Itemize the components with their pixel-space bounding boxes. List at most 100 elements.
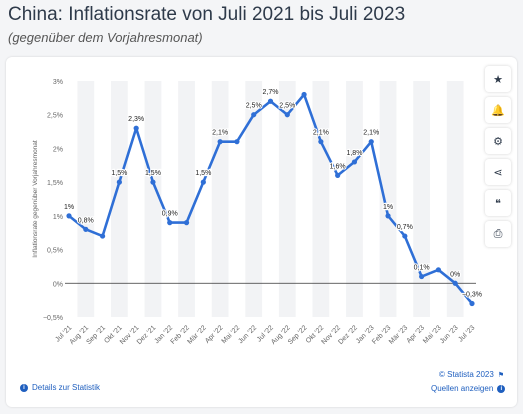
data-label: 0% xyxy=(450,271,460,278)
star-button[interactable]: ★ xyxy=(485,66,511,92)
series-line xyxy=(67,93,474,305)
data-point xyxy=(385,213,391,219)
star-icon: ★ xyxy=(493,73,503,86)
category-band xyxy=(379,81,397,317)
data-point xyxy=(351,159,358,165)
x-tick-label: Mär '22 xyxy=(186,324,207,345)
quote-icon: ❝ xyxy=(495,197,501,210)
category-band xyxy=(346,81,363,317)
category-band xyxy=(278,81,296,317)
data-point xyxy=(301,91,307,98)
y-tick-label: 1% xyxy=(53,214,63,221)
category-band xyxy=(144,81,162,317)
data-point xyxy=(284,112,290,118)
data-point xyxy=(419,273,425,280)
sources-link[interactable]: Quellen anzeigen i xyxy=(431,384,506,393)
share-icon: ⋖ xyxy=(493,166,503,179)
data-label: −0,3% xyxy=(462,292,482,299)
copyright-link[interactable]: © Statista 2023 ⚑ xyxy=(439,370,504,379)
x-tick-label: Jun '22 xyxy=(237,324,258,345)
data-label: 2,7% xyxy=(263,89,279,96)
data-label: 1,6% xyxy=(330,163,346,170)
x-tick-label: Sep '21 xyxy=(85,324,107,346)
sources-label: Quellen anzeigen xyxy=(431,384,494,393)
category-band xyxy=(312,81,330,317)
copyright-label: © Statista 2023 xyxy=(439,370,494,379)
category-band xyxy=(245,81,263,317)
chart-title: China: Inflationsrate von Juli 2021 bis … xyxy=(8,4,406,25)
data-label: 1,5% xyxy=(111,170,127,177)
y-tick-label: 2% xyxy=(53,146,63,153)
data-label: 2,1% xyxy=(363,130,379,137)
quote-button[interactable]: ❝ xyxy=(485,190,511,216)
data-label: 1% xyxy=(64,204,74,211)
gear-button[interactable]: ⚙ xyxy=(485,128,511,154)
data-point xyxy=(469,300,475,307)
y-tick-label: 0% xyxy=(53,281,63,288)
y-tick-label: 1,5% xyxy=(47,180,63,187)
data-point xyxy=(116,179,122,185)
data-point xyxy=(200,179,206,185)
print-icon: ⎙ xyxy=(493,227,503,240)
data-label: 2,1% xyxy=(313,130,329,137)
data-label: 2,5% xyxy=(246,103,262,110)
chart-toolbar: ★ 🔔 ⚙ ⋖ ❝ ⎙ xyxy=(485,66,511,252)
category-band xyxy=(178,81,195,317)
data-point xyxy=(133,125,139,131)
y-axis-label: Inflationsrate gegenüber Vorjahresmonat xyxy=(32,140,39,258)
data-label: 0,7% xyxy=(397,224,413,231)
category-band xyxy=(77,81,95,317)
y-tick-label: 3% xyxy=(53,79,63,86)
data-point xyxy=(335,172,341,178)
line-chart: 3% 2,5% 2% 1,5% 1% 0,5% 0% −0,5% Inflationsrate … xyxy=(32,79,483,346)
data-label: 2,5% xyxy=(279,103,295,110)
flag-icon: ⚑ xyxy=(497,371,505,379)
data-label: 0,1% xyxy=(414,265,430,272)
data-point xyxy=(150,179,156,185)
print-button[interactable]: ⎙ xyxy=(485,221,511,247)
data-label: 1% xyxy=(383,204,393,211)
details-link[interactable]: i Details zur Statistik xyxy=(20,383,100,392)
data-point xyxy=(368,139,374,145)
bell-icon: 🔔 xyxy=(491,104,505,117)
x-tick-label: Jun '23 xyxy=(439,324,460,345)
data-label: 1,5% xyxy=(195,170,211,177)
data-point xyxy=(318,139,324,145)
x-tick-label: Dez '22 xyxy=(337,324,359,346)
data-label: 2,3% xyxy=(128,116,144,123)
details-label: Details zur Statistik xyxy=(32,383,101,392)
data-label: 2,1% xyxy=(212,130,228,137)
chart-card: 3% 2,5% 2% 1,5% 1% 0,5% 0% −0,5% Inflationsrate … xyxy=(6,57,517,407)
y-tick-label: −0,5% xyxy=(43,315,63,322)
x-tick-label: Sep '22 xyxy=(287,324,309,346)
data-label: 0,8% xyxy=(78,217,94,224)
category-band xyxy=(446,81,464,317)
data-point xyxy=(66,213,72,219)
data-point xyxy=(402,233,408,239)
info-icon: i xyxy=(497,384,506,393)
info-icon: i xyxy=(20,383,28,392)
x-tick-label: Mär '23 xyxy=(388,324,409,345)
data-point xyxy=(83,226,89,232)
category-band xyxy=(413,81,431,317)
share-button[interactable]: ⋖ xyxy=(485,159,511,185)
x-tick-label: Dez '21 xyxy=(136,324,158,346)
y-tick-label: 0,5% xyxy=(47,248,63,255)
data-point xyxy=(452,280,458,286)
data-label: 0,9% xyxy=(162,211,178,218)
data-point xyxy=(183,220,190,226)
category-band xyxy=(211,81,229,317)
data-point xyxy=(267,98,274,104)
chart-subtitle: (gegenüber dem Vorjahresmonat) xyxy=(8,30,203,45)
data-point xyxy=(234,139,240,145)
bell-button[interactable]: 🔔 xyxy=(485,97,511,123)
data-point xyxy=(99,233,106,239)
data-label: 1,8% xyxy=(346,150,362,157)
data-point xyxy=(217,139,223,145)
gear-icon: ⚙ xyxy=(493,135,503,148)
data-point xyxy=(251,112,257,118)
category-band xyxy=(110,81,128,317)
data-point xyxy=(435,267,442,273)
x-tick-label: Jul '23 xyxy=(457,324,476,343)
data-point xyxy=(167,220,173,226)
